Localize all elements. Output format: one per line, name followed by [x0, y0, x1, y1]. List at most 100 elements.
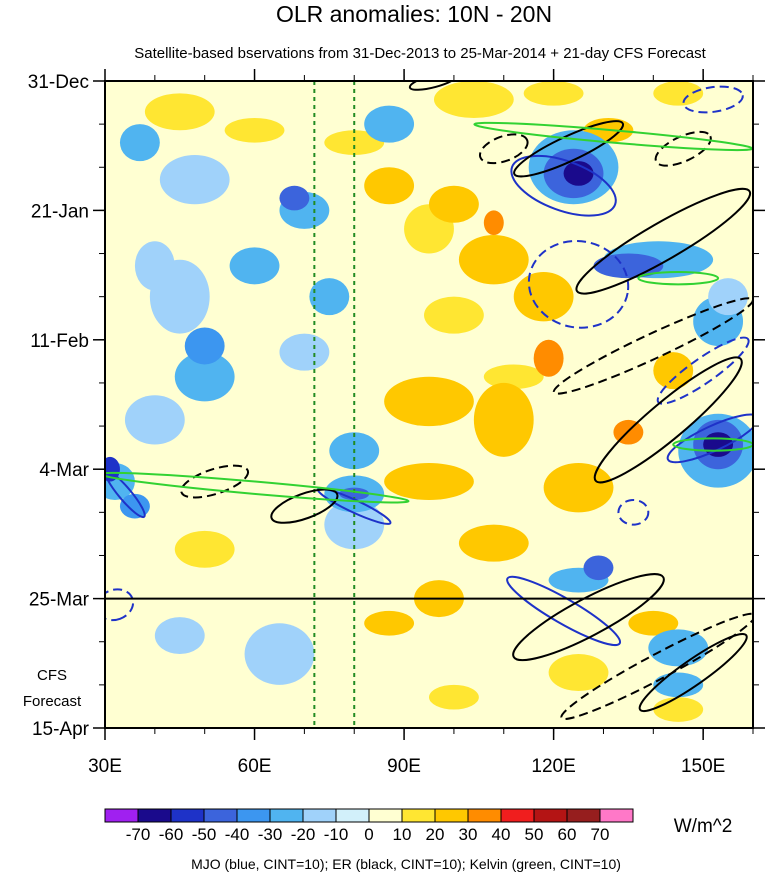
anomaly-patch [244, 623, 315, 685]
mjo-contour [666, 413, 753, 464]
colorbar-swatch [500, 808, 535, 823]
anomaly-patch [458, 235, 529, 285]
colorbar-swatch [401, 808, 436, 823]
anomaly-patch [364, 105, 415, 143]
colorbar-swatch [236, 808, 271, 823]
anomaly-patch [144, 93, 215, 131]
anomaly-patch [384, 463, 474, 501]
anomaly-patch [229, 247, 280, 285]
anomaly-patch [364, 167, 415, 205]
plot-area [105, 81, 753, 728]
anomaly-patch [543, 463, 614, 513]
y-tick-label: 25-Mar [29, 590, 90, 611]
anomaly-patch [583, 555, 614, 581]
anomaly-patch [653, 352, 694, 390]
anomaly-patch [279, 185, 310, 211]
colorbar-swatch [467, 808, 502, 823]
colorbar-level-label: -60 [159, 825, 184, 844]
kelvin-contour [105, 471, 410, 504]
colorbar-level-label: -20 [291, 825, 316, 844]
er-contour [512, 573, 665, 662]
anomaly-patch [523, 81, 584, 106]
anomaly-patch [563, 161, 594, 186]
colorbar-swatch [137, 808, 172, 823]
plot-frame [104, 80, 754, 729]
anomaly-patch [628, 610, 679, 636]
anomaly-patch [124, 395, 185, 445]
anomaly-patch [513, 272, 574, 322]
anomaly-patch [154, 617, 205, 655]
anomaly-patch [424, 296, 484, 334]
colorbar: -70 -60 -50 -40 -30 -20 -10 0 10 20 30 40 50 60 70 [104, 808, 634, 844]
y-tick-label: 21-Jan [31, 201, 89, 222]
x-tick-label: 150E [681, 756, 725, 777]
er-contour [593, 356, 743, 484]
colorbar-level-label: 10 [393, 825, 412, 844]
anomaly-patch [119, 493, 150, 519]
y-tick-label: 11-Feb [30, 331, 89, 352]
colorbar-swatch [434, 808, 469, 823]
anomaly-patch [364, 610, 415, 636]
anomaly-patch [708, 278, 749, 316]
chart-footer: MJO (blue, CINT=10); ER (black, CINT=10)… [191, 856, 621, 872]
anomaly-field [105, 81, 753, 722]
colorbar-level-label: -50 [192, 825, 217, 844]
colorbar-swatch [104, 808, 139, 823]
y-tick-label: 31-Dec [28, 72, 89, 93]
y-tick-label: 15-Apr [32, 719, 90, 740]
colorbar-units: W/m^2 [674, 816, 733, 837]
anomaly-patch [473, 382, 534, 457]
colorbar-swatch [368, 808, 403, 823]
anomaly-patch [533, 339, 564, 377]
er-contour [478, 133, 529, 165]
kelvin-contour [637, 271, 720, 286]
anomaly-patch [429, 185, 479, 223]
forecast-label-line-2: Forecast [23, 693, 82, 710]
mjo-contour [510, 154, 617, 217]
anomaly-patch [648, 629, 709, 667]
anomaly-patch [653, 81, 704, 106]
anomaly-patch [324, 130, 385, 155]
er-contour [575, 187, 752, 295]
anomaly-patch [159, 154, 230, 205]
colorbar-level-label: -10 [324, 825, 349, 844]
colorbar-level-label: 60 [558, 825, 577, 844]
anomaly-patch [184, 327, 225, 365]
colorbar-level-label: -70 [126, 825, 151, 844]
colorbar-level-label: -40 [225, 825, 250, 844]
colorbar-swatch [566, 808, 601, 823]
colorbar-swatch [170, 808, 205, 823]
x-tick-label: 90E [387, 756, 421, 777]
colorbar-swatch [203, 808, 238, 823]
x-tick-label: 30E [88, 756, 122, 777]
y-tick-label: 4-Mar [39, 460, 89, 481]
anomaly-patch [279, 333, 330, 371]
x-tick-label: 120E [531, 756, 575, 777]
forecast-label-line-1: CFS [37, 667, 67, 684]
mjo-contour [506, 575, 622, 647]
er-contour [180, 464, 250, 499]
chart-subtitle: Satellite-based bservations from 31-Dec-… [134, 45, 706, 62]
anomaly-patch [309, 278, 350, 316]
mjo-contour [656, 336, 750, 405]
colorbar-level-label: 20 [426, 825, 445, 844]
anomaly-patch [433, 81, 514, 118]
anomaly-patch [384, 376, 474, 427]
anomaly-patch [134, 241, 175, 291]
colorbar-swatch [599, 808, 634, 823]
colorbar-level-label: 30 [459, 825, 478, 844]
mjo-contour [682, 85, 744, 114]
colorbar-level-label: 40 [492, 825, 511, 844]
colorbar-swatch [302, 808, 337, 823]
anomaly-patch [174, 530, 235, 568]
axis-ticks: 30E 60E 90E 120E 150E 31-Dec 21-Jan 11-Feb 4-Mar… [28, 69, 765, 777]
anomaly-patch [653, 697, 704, 722]
colorbar-level-label: 70 [591, 825, 610, 844]
anomaly-patch [174, 352, 235, 402]
colorbar-swatch [335, 808, 370, 823]
anomaly-patch [483, 210, 504, 236]
anomaly-patch [224, 117, 285, 143]
anomaly-patch [483, 364, 544, 390]
colorbar-level-label: 0 [364, 825, 373, 844]
chart-title: OLR anomalies: 10N - 20N [276, 1, 552, 27]
